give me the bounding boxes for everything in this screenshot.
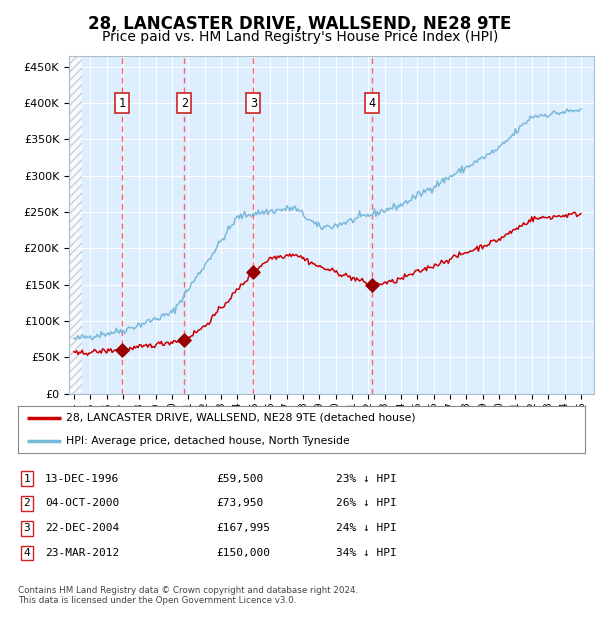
Text: 2: 2	[23, 498, 31, 508]
Text: £59,500: £59,500	[216, 474, 263, 484]
Text: 13-DEC-1996: 13-DEC-1996	[45, 474, 119, 484]
Text: £167,995: £167,995	[216, 523, 270, 533]
Text: 28, LANCASTER DRIVE, WALLSEND, NE28 9TE: 28, LANCASTER DRIVE, WALLSEND, NE28 9TE	[88, 16, 512, 33]
Point	[367, 280, 377, 290]
Text: 1: 1	[119, 97, 126, 110]
Text: 22-DEC-2004: 22-DEC-2004	[45, 523, 119, 533]
Text: 4: 4	[23, 548, 31, 558]
Text: 23-MAR-2012: 23-MAR-2012	[45, 548, 119, 558]
Text: 23% ↓ HPI: 23% ↓ HPI	[336, 474, 397, 484]
Text: 3: 3	[250, 97, 257, 110]
Text: 4: 4	[368, 97, 376, 110]
Text: 2: 2	[181, 97, 188, 110]
Point	[179, 335, 189, 345]
Text: £73,950: £73,950	[216, 498, 263, 508]
Polygon shape	[69, 56, 82, 394]
Text: 28, LANCASTER DRIVE, WALLSEND, NE28 9TE (detached house): 28, LANCASTER DRIVE, WALLSEND, NE28 9TE …	[66, 413, 416, 423]
Text: 24% ↓ HPI: 24% ↓ HPI	[336, 523, 397, 533]
Text: 3: 3	[23, 523, 31, 533]
Text: Contains HM Land Registry data © Crown copyright and database right 2024.
This d: Contains HM Land Registry data © Crown c…	[18, 586, 358, 605]
Point	[118, 345, 127, 355]
Point	[248, 267, 258, 277]
Text: 26% ↓ HPI: 26% ↓ HPI	[336, 498, 397, 508]
Text: £150,000: £150,000	[216, 548, 270, 558]
Text: Price paid vs. HM Land Registry's House Price Index (HPI): Price paid vs. HM Land Registry's House …	[102, 30, 498, 44]
Text: HPI: Average price, detached house, North Tyneside: HPI: Average price, detached house, Nort…	[66, 436, 350, 446]
Text: 1: 1	[23, 474, 31, 484]
Text: 34% ↓ HPI: 34% ↓ HPI	[336, 548, 397, 558]
Text: 04-OCT-2000: 04-OCT-2000	[45, 498, 119, 508]
